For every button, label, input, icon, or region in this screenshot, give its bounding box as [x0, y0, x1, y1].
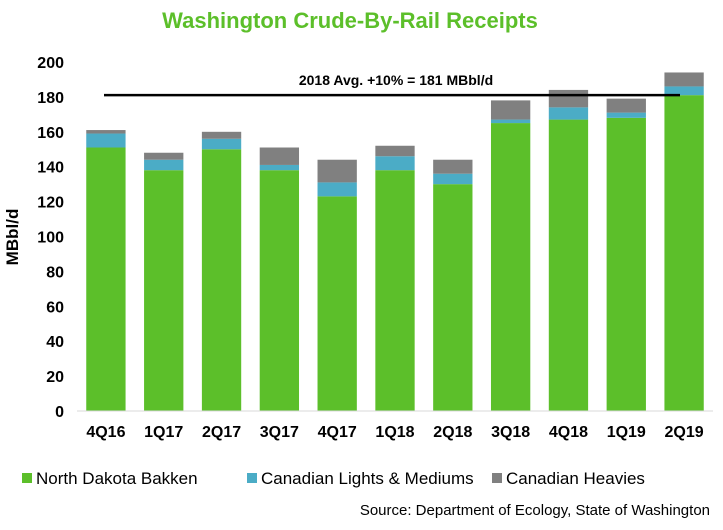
bars-group: [86, 72, 704, 412]
bar-segment-canadian-heavies-1q19: [606, 98, 646, 113]
bar-segment-canadian-heavies-4q17: [317, 159, 357, 183]
bar-segment-canadian-lights-mediums-2q19: [664, 86, 704, 96]
legend-swatch: [22, 473, 32, 483]
bar-segment-north-dakota-bakken-2q17: [201, 149, 242, 411]
bar-segment-north-dakota-bakken-1q19: [606, 117, 646, 411]
legend-swatch: [492, 473, 502, 483]
bar-segment-canadian-lights-mediums-4q16: [86, 133, 126, 148]
bar-segment-north-dakota-bakken-1q17: [144, 170, 184, 411]
x-tick-label: 2Q19: [665, 424, 704, 441]
x-tick-label: 1Q17: [144, 424, 183, 441]
x-tick-label: 4Q17: [318, 424, 357, 441]
x-tick-label: 3Q18: [491, 424, 530, 441]
y-tick-label: 200: [37, 55, 64, 72]
bar-segment-canadian-heavies-2q18: [433, 159, 473, 174]
bar-segment-canadian-lights-mediums-1q19: [606, 112, 646, 118]
y-tick-label: 120: [37, 195, 64, 212]
y-tick-label: 100: [37, 230, 64, 247]
y-tick-label: 40: [46, 334, 64, 351]
y-tick-label: 80: [46, 264, 64, 281]
bar-segment-canadian-heavies-1q17: [144, 152, 184, 160]
bar-segment-north-dakota-bakken-1q18: [375, 170, 415, 411]
y-axis-label: MBbl/d: [3, 209, 22, 266]
reference-line-label: 2018 Avg. +10% = 181 MBbl/d: [299, 72, 493, 88]
bar-segment-canadian-lights-mediums-4q17: [317, 182, 357, 197]
bar-segment-canadian-heavies-3q18: [490, 100, 531, 120]
x-tick-label: 1Q18: [375, 424, 414, 441]
x-tick-label: 2Q17: [202, 424, 241, 441]
x-tick-label: 4Q18: [549, 424, 588, 441]
bar-segment-canadian-heavies-3q17: [259, 147, 300, 165]
bar-segment-canadian-heavies-2q17: [201, 131, 242, 139]
bar-segment-north-dakota-bakken-2q18: [433, 184, 473, 411]
y-tick-label: 180: [37, 90, 64, 107]
x-tick-label: 3Q17: [260, 424, 299, 441]
bar-segment-canadian-lights-mediums-1q18: [375, 156, 415, 171]
bar-segment-canadian-heavies-4q18: [548, 89, 589, 108]
bar-segment-canadian-heavies-4q16: [86, 130, 126, 134]
source-note: Source: Department of Ecology, State of …: [360, 502, 710, 519]
bar-segment-canadian-lights-mediums-1q17: [144, 159, 184, 171]
bar-segment-canadian-lights-mediums-2q18: [433, 173, 473, 185]
bar-segment-north-dakota-bakken-4q17: [317, 196, 357, 411]
x-tick-label: 4Q16: [86, 424, 125, 441]
bar-segment-north-dakota-bakken-3q18: [490, 123, 531, 411]
y-axis-ticks: 0 20 40 60 80 100 120 140 160 180 200: [37, 55, 64, 421]
bar-segment-canadian-heavies-2q19: [664, 72, 704, 87]
x-tick-label: 1Q19: [607, 424, 646, 441]
legend-label: Canadian Lights & Mediums: [261, 469, 474, 488]
bar-segment-canadian-lights-mediums-3q18: [490, 119, 531, 124]
bar-segment-north-dakota-bakken-3q17: [259, 170, 300, 411]
bar-segment-north-dakota-bakken-4q16: [86, 147, 126, 411]
y-tick-label: 140: [37, 160, 64, 177]
x-tick-label: 2Q18: [433, 424, 472, 441]
bar-segment-canadian-heavies-1q18: [375, 145, 415, 157]
y-tick-label: 160: [37, 125, 64, 142]
bar-segment-canadian-lights-mediums-4q18: [548, 107, 589, 120]
legend: North Dakota Bakken Canadian Lights & Med…: [22, 469, 645, 488]
legend-label: North Dakota Bakken: [36, 469, 198, 488]
x-axis-labels: 4Q16 1Q17 2Q17 3Q17 4Q17 1Q18 2Q18 3Q18 4Q18 1Q19…: [86, 424, 703, 441]
y-tick-label: 0: [55, 404, 64, 421]
y-tick-label: 60: [46, 299, 64, 316]
legend-swatch: [247, 473, 257, 483]
bar-segment-north-dakota-bakken-4q18: [548, 119, 589, 412]
bar-segment-canadian-lights-mediums-2q17: [201, 138, 242, 150]
bar-segment-canadian-lights-mediums-3q17: [259, 164, 300, 171]
y-tick-label: 20: [46, 369, 64, 386]
legend-label: Canadian Heavies: [506, 469, 645, 488]
chart-title: Washington Crude-By-Rail Receipts: [162, 8, 538, 33]
bar-segment-north-dakota-bakken-2q19: [664, 95, 704, 411]
